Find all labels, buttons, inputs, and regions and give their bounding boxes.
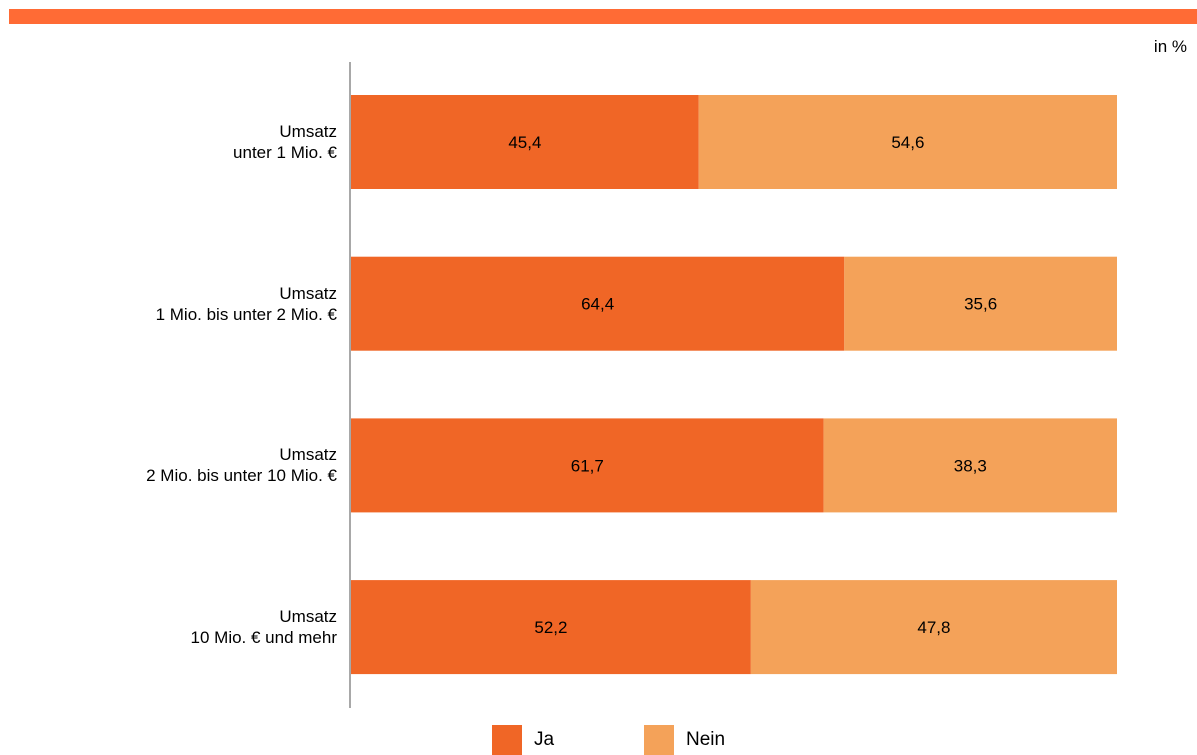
category-label-1: Umsatz 1 Mio. bis unter 2 Mio. €: [7, 283, 337, 325]
top-accent-bar: [9, 9, 1197, 24]
data-label-nein-0: 54,6: [891, 133, 924, 152]
data-label-ja-3: 52,2: [534, 618, 567, 637]
category-label-line: unter 1 Mio. €: [233, 143, 337, 162]
category-label-3: Umsatz 10 Mio. € und mehr: [7, 606, 337, 648]
bar-ja-2: [351, 418, 824, 513]
legend-swatch-ja: [492, 725, 522, 755]
data-label-ja-1: 64,4: [581, 295, 614, 314]
category-label-line: 2 Mio. bis unter 10 Mio. €: [146, 466, 337, 486]
bar-ja-1: [351, 256, 845, 351]
legend-label-ja: Ja: [534, 729, 555, 750]
category-label-line: Umsatz: [279, 607, 337, 627]
category-label-line: Umsatz: [279, 122, 337, 141]
unit-label: in %: [1153, 37, 1187, 56]
category-label-0: Umsatz unter 1 Mio. €: [7, 121, 337, 163]
category-label-2: Umsatz 2 Mio. bis unter 10 Mio. €: [7, 444, 337, 486]
legend-swatch-nein: [644, 725, 674, 755]
legend-label-nein: Nein: [686, 729, 726, 750]
category-label-line: 10 Mio. € und mehr: [190, 628, 337, 648]
data-label-nein-2: 38,3: [954, 456, 987, 475]
bar-nein-2: [823, 418, 1117, 513]
legend-item-nein: Nein: [644, 725, 725, 755]
bar-ja-0: [351, 95, 699, 189]
data-label-nein-3: 47,8: [917, 618, 950, 637]
category-label-line: 1 Mio. bis unter 2 Mio. €: [155, 304, 337, 324]
bar-nein-1: [844, 256, 1117, 351]
data-label-ja-0: 45,4: [508, 133, 541, 152]
data-label-ja-2: 61,7: [571, 456, 604, 475]
category-label-line: Umsatz: [279, 445, 337, 465]
legend-item-ja: Ja: [492, 725, 554, 755]
bar-ja-3: [351, 580, 751, 675]
category-label-line: Umsatz: [279, 283, 337, 303]
data-label-nein-1: 35,6: [964, 295, 997, 314]
bar-nein-3: [750, 580, 1117, 675]
bar-nein-0: [698, 95, 1117, 189]
